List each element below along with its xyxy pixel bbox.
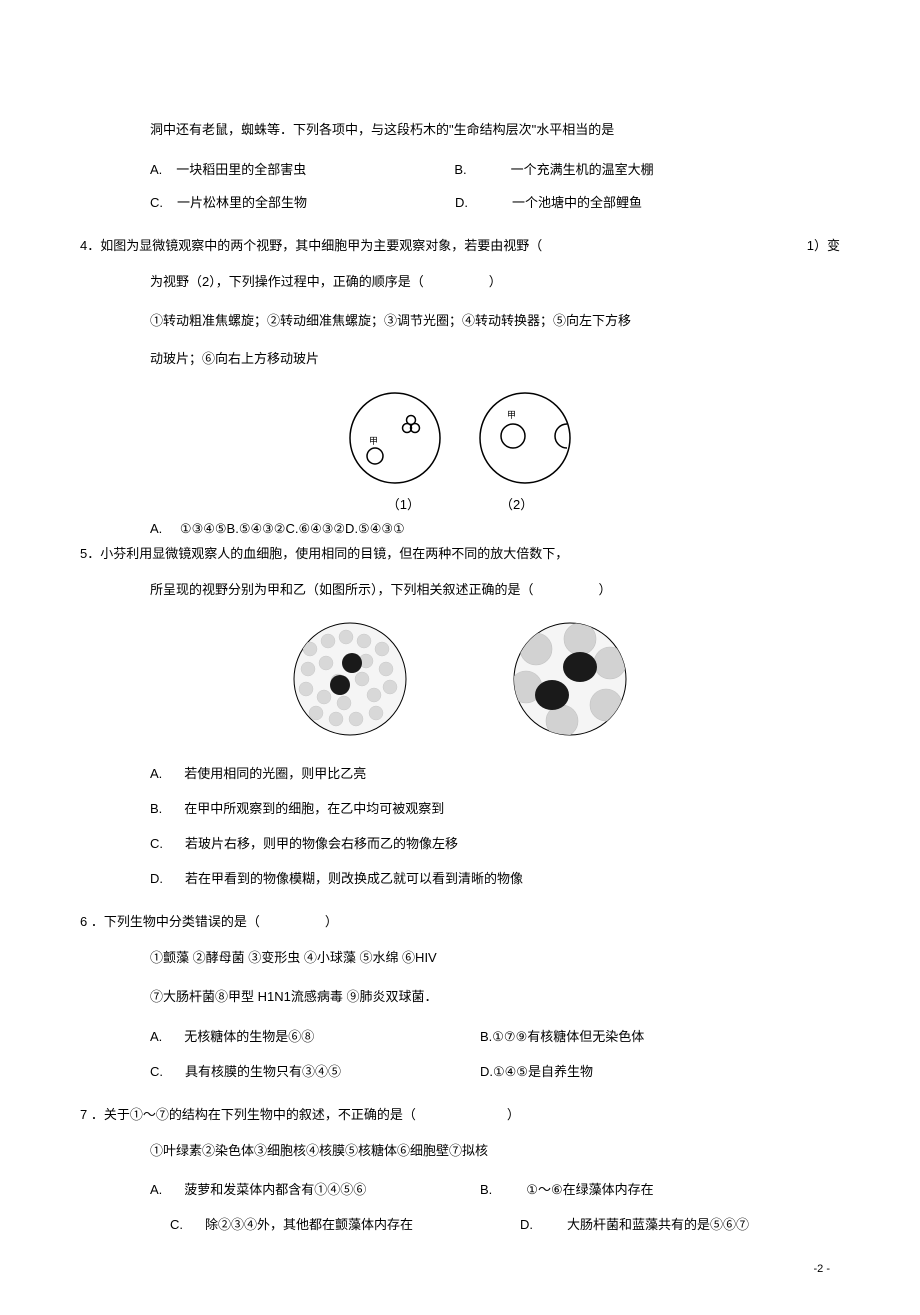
q6-head-text: 下列生物中分类错误的是（ ） — [104, 911, 840, 930]
q7-head-text: 关于①～⑦的结构在下列生物中的叙述，不正确的是（ ） — [104, 1104, 840, 1123]
q6-num: 6 ． — [80, 911, 104, 930]
q6-line2: ①颤藻 ②酵母菌 ③变形虫 ④小球藻 ⑤水绵 ⑥HIV — [150, 948, 840, 969]
q3-optC-letter: C. — [150, 195, 163, 210]
q6-opts-row2: C.具有核膜的生物只有③④⑤ D.①④⑤是自养生物 — [150, 1061, 840, 1080]
q7-optB-text: ①～⑥在绿藻体内存在 — [526, 1182, 653, 1197]
q7-line2: ①叶绿素②染色体③细胞核④核膜⑤核糖体⑥细胞壁⑦拟核 — [150, 1141, 840, 1162]
q4-line2: 为视野（2），下列操作过程中，正确的顺序是（ ） — [150, 272, 840, 293]
q5-head-text: 小芬利用显微镜观察人的血细胞，使用相同的目镜，但在两种不同的放大倍数下， — [100, 543, 840, 562]
q6-optA-text: 无核糖体的生物是⑥⑧ — [184, 1029, 314, 1044]
q4-head-left: 如图为显微镜观察中的两个视野，其中细胞甲为主要观察对象，若要由视野（ — [100, 235, 807, 254]
q5-fig-yi-icon — [510, 619, 630, 739]
q5-optC: C.若玻片右移，则甲的物像会右移而乙的物像左移 — [150, 833, 840, 852]
q6-opts-row1: A.无核糖体的生物是⑥⑧ B.①⑦⑨有核糖体但无染色体 — [150, 1026, 840, 1045]
q4-cap1: （1） — [387, 494, 420, 513]
q4-num: 4． — [80, 235, 100, 254]
q6-optD-text: D.①④⑤是自养生物 — [480, 1061, 593, 1080]
q4-fig1-label-jia: 甲 — [369, 436, 378, 446]
q4-fig2-label-jia: 甲 — [507, 410, 516, 420]
q3-tail-line: 洞中还有老鼠，蜘蛛等．下列各项中，与这段朽木的"生命结构层次"水平相当的是 — [150, 120, 840, 141]
q5-figure-row — [80, 619, 840, 739]
q6-head: 6 ． 下列生物中分类错误的是（ ） — [80, 911, 840, 930]
q5-optD: D.若在甲看到的物像模糊，则改换成乙就可以看到清晰的物像 — [150, 868, 840, 887]
q7-head: 7 ． 关于①～⑦的结构在下列生物中的叙述，不正确的是（ ） — [80, 1104, 840, 1123]
page-footer: -2 - — [80, 1263, 840, 1275]
q5-head: 5． 小芬利用显微镜观察人的血细胞，使用相同的目镜，但在两种不同的放大倍数下， — [80, 543, 840, 562]
q3-optA-text: 一块稻田里的全部害虫 — [176, 162, 306, 177]
page-root: 洞中还有老鼠，蜘蛛等．下列各项中，与这段朽木的"生命结构层次"水平相当的是 A.… — [0, 0, 920, 1315]
q5-line2: 所呈现的视野分别为甲和乙（如图所示），下列相关叙述正确的是（ ） — [150, 580, 840, 601]
q7-optA-text: 菠萝和发菜体内都含有①④⑤⑥ — [184, 1182, 366, 1197]
q7-optD-text: 大肠杆菌和蓝藻共有的是⑤⑥⑦ — [567, 1217, 749, 1232]
q5-optB: B.在甲中所观察到的细胞，在乙中均可被观察到 — [150, 798, 840, 817]
q3-optD-letter: D. — [455, 195, 468, 210]
q4-cap2: （2） — [500, 494, 533, 513]
q5-optD-text: 若在甲看到的物像模糊，则改换成乙就可以看到清晰的物像 — [185, 871, 523, 886]
q3-opts-row2: C. 一片松林里的全部生物 D. 一个池塘中的全部鲤鱼 — [150, 192, 840, 211]
q4-line4: 动玻片；⑥向右上方移动玻片 — [150, 349, 840, 370]
q3-opts-row1: A. 一块稻田里的全部害虫 B. 一个充满生机的温室大棚 — [150, 159, 840, 178]
q4-head-right: 1）变 — [807, 235, 840, 254]
q5-optA: A.若使用相同的光圈，则甲比乙亮 — [150, 763, 840, 782]
q7-optC-text: 除②③④外，其他都在颤藻体内存在 — [205, 1217, 413, 1232]
q5-optC-text: 若玻片右移，则甲的物像会右移而乙的物像左移 — [185, 836, 458, 851]
q4-fig2-icon: 甲 — [475, 388, 575, 488]
q3-optB-text: 一个充满生机的温室大棚 — [511, 162, 654, 177]
q5-fig-jia-icon — [290, 619, 410, 739]
q4-answer-line: ①③④⑤B.⑤④③②C.⑥④③②D.⑤④③① — [180, 521, 405, 536]
q5-optB-text: 在甲中所观察到的细胞，在乙中均可被观察到 — [184, 801, 444, 816]
q4-caption-row: （1） （2） — [80, 494, 840, 513]
q4-head: 4． 如图为显微镜观察中的两个视野，其中细胞甲为主要观察对象，若要由视野（ 1）… — [80, 235, 840, 254]
q6-optB-text: B.①⑦⑨有核糖体但无染色体 — [480, 1026, 644, 1045]
q3-optC-text: 一片松林里的全部生物 — [177, 195, 307, 210]
q7-num: 7 ． — [80, 1104, 104, 1123]
q4-fig1-icon: 甲 — [345, 388, 445, 488]
q7-opts-row2: C.除②③④外，其他都在颤藻体内存在 D.大肠杆菌和蓝藻共有的是⑤⑥⑦ — [170, 1214, 840, 1233]
q7-opts-row1: A.菠萝和发菜体内都含有①④⑤⑥ B.①～⑥在绿藻体内存在 — [150, 1179, 840, 1198]
q3-optB-letter: B. — [454, 162, 466, 177]
q4-answers: A. ①③④⑤B.⑤④③②C.⑥④③②D.⑤④③① — [150, 521, 840, 537]
q5-num: 5． — [80, 543, 100, 562]
q4-ansA-letter: A. — [150, 521, 162, 536]
q6-line3: ⑦大肠杆菌⑧甲型 H1N1流感病毒 ⑨肺炎双球菌． — [150, 987, 840, 1008]
q3-optA-letter: A. — [150, 162, 162, 177]
q5-optA-text: 若使用相同的光圈，则甲比乙亮 — [184, 766, 366, 781]
q3-optD-text: 一个池塘中的全部鲤鱼 — [512, 195, 642, 210]
q6-optC-text: 具有核膜的生物只有③④⑤ — [185, 1064, 341, 1079]
q4-line3: ①转动粗准焦螺旋；②转动细准焦螺旋；③调节光圈；④转动转换器；⑤向左下方移 — [150, 311, 840, 332]
q4-figure-row: 甲 甲 — [80, 388, 840, 488]
